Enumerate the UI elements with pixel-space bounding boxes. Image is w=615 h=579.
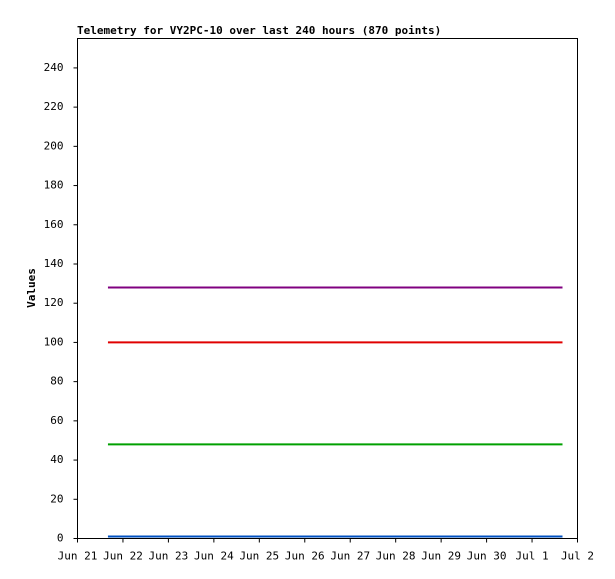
y-tick-label: 20	[50, 492, 63, 505]
y-tick-label: 80	[50, 375, 63, 388]
x-tick-label: Jun 26	[285, 550, 325, 563]
x-tick-label: Jun 28	[376, 550, 416, 563]
plot-frame	[77, 38, 578, 539]
y-tick-label: 0	[57, 532, 64, 545]
y-tick-label: 220	[44, 100, 64, 113]
x-tick-label: Jun 29	[421, 550, 461, 563]
x-tick-label: Jun 22	[103, 550, 143, 563]
x-tick-label: Jun 25	[239, 550, 279, 563]
y-axis-label: Values	[25, 268, 38, 308]
y-tick-label: 40	[50, 453, 63, 466]
x-tick-label: Jun 23	[149, 550, 189, 563]
x-tick-label: Jun 30	[467, 550, 507, 563]
x-tick-label: Jun 24	[194, 550, 234, 563]
chart-title: Telemetry for VY2PC-10 over last 240 hou…	[77, 24, 441, 37]
y-tick-label: 120	[44, 296, 64, 309]
y-tick-label: 200	[44, 139, 64, 152]
x-tick-label: Jun 21	[58, 550, 98, 563]
y-tick-label: 240	[44, 61, 64, 74]
y-tick-label: 140	[44, 257, 64, 270]
x-tick-label: Jul 2	[561, 550, 594, 563]
y-tick-label: 160	[44, 218, 64, 231]
y-tick-label: 100	[44, 335, 64, 348]
x-tick-label: Jul 1	[515, 550, 548, 563]
y-tick-label: 180	[44, 179, 64, 192]
x-tick-label: Jun 27	[330, 550, 370, 563]
y-tick-label: 60	[50, 414, 63, 427]
